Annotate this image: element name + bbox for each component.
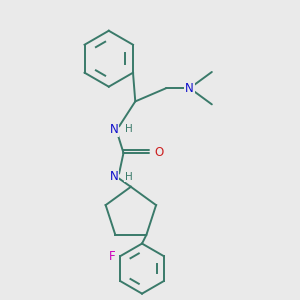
Text: O: O	[155, 146, 164, 159]
Text: H: H	[124, 124, 132, 134]
Text: N: N	[185, 82, 194, 95]
Text: H: H	[124, 172, 132, 182]
Text: N: N	[110, 170, 118, 183]
Text: F: F	[109, 250, 116, 262]
Text: N: N	[110, 123, 118, 136]
